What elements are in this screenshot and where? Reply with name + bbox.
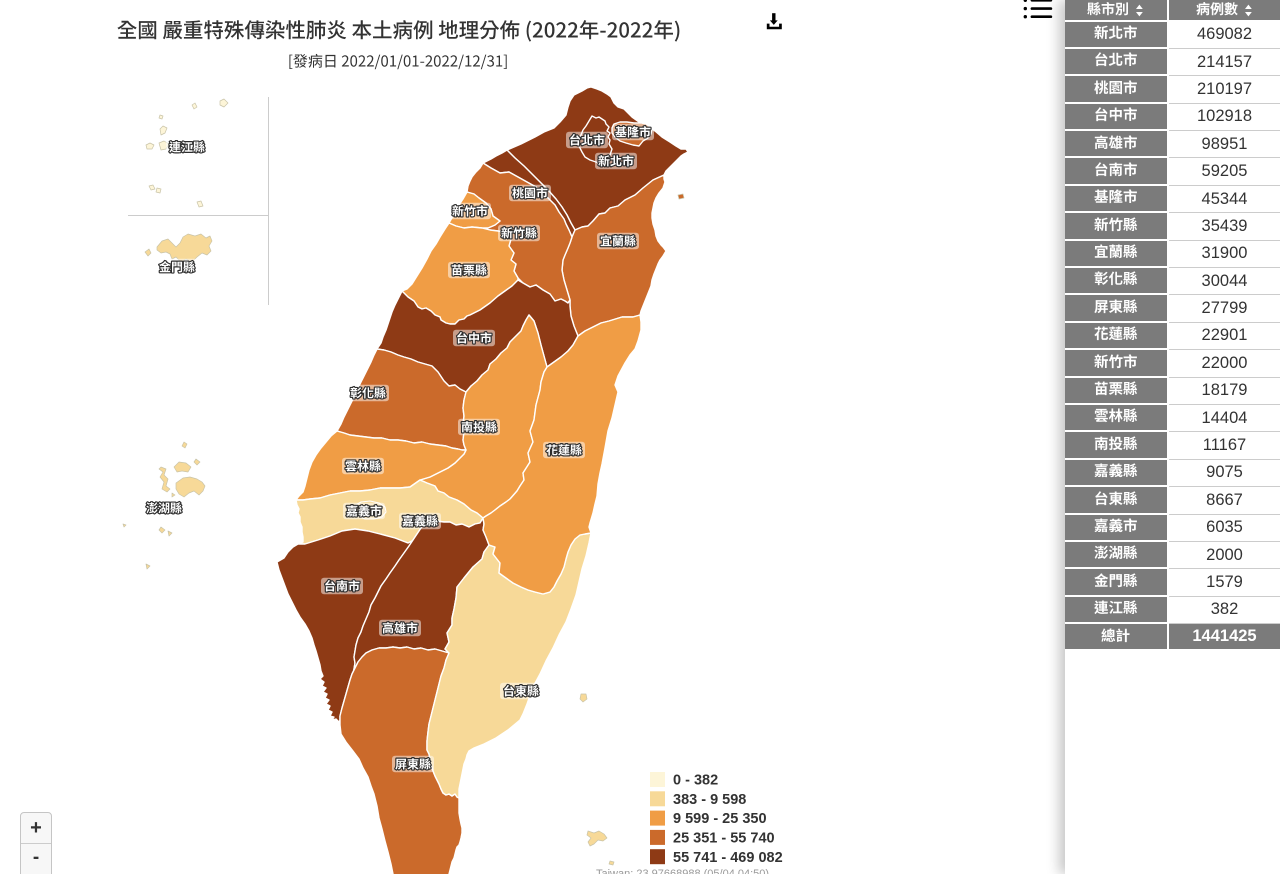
svg-text:Taiwan: 23.97668988 (05/04 04:: Taiwan: 23.97668988 (05/04 04:50)	[596, 868, 769, 874]
svg-text:0 - 382: 0 - 382	[673, 773, 718, 789]
svg-text:383 - 9 598: 383 - 9 598	[673, 792, 746, 808]
svg-text:25 351 - 55 740: 25 351 - 55 740	[673, 831, 775, 847]
svg-text:9 599 - 25 350: 9 599 - 25 350	[673, 811, 767, 827]
svg-text:55 741 - 469 082: 55 741 - 469 082	[673, 850, 783, 866]
